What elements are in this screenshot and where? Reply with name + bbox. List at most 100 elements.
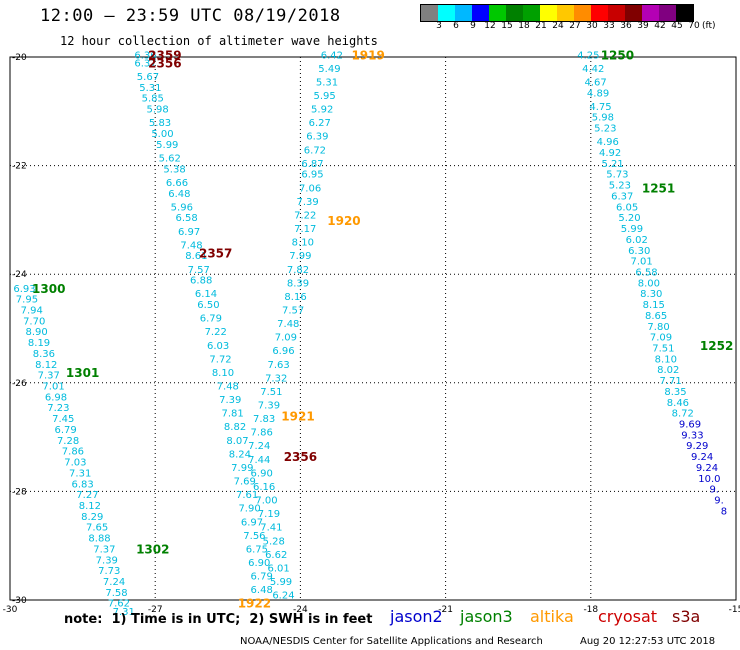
longitude-tick-label: -21 [438,605,453,615]
wave-height-value: 4.25 [577,50,599,61]
satellite-legend-jason3: jason3 [460,607,513,626]
wave-height-value: 8 [721,506,727,517]
longitude-tick-label: -24 [293,605,308,615]
wave-height-value: 9. [709,485,719,496]
wave-height-value: 5.98 [592,113,614,124]
latitude-tick-label: -22 [12,162,27,172]
wave-height-value: 6.03 [207,341,229,352]
color-scale-cell [523,5,540,21]
color-scale-label: 15 [501,21,513,31]
wave-height-value: 5.28 [263,536,285,547]
wave-height-value: 5.23 [594,124,616,135]
wave-height-value: 7.51 [652,344,674,355]
wave-height-value: 6.97 [241,517,263,528]
wave-height-value: 5.62 [159,153,181,164]
wave-height-value: 7.90 [238,504,260,515]
wave-height-value: 7.24 [103,577,125,588]
wave-height-value: 8.02 [657,365,679,376]
latitude-tick-label: -26 [12,379,27,389]
color-scale-cell [557,5,574,21]
wave-height-value: 7.17 [294,224,316,235]
wave-height-value: 7.99 [289,251,311,262]
wave-height-value: 6.79 [200,314,222,325]
wave-height-value: 8.12 [79,501,101,512]
wave-height-value: 5.23 [609,181,631,192]
wave-height-value: 8.10 [212,368,234,379]
color-scale-label: 27 [569,21,581,31]
wave-height-value: 7.48 [180,240,202,251]
wave-height-value: 7.39 [219,395,241,406]
pass-time-label: 1250 [601,48,634,62]
wave-height-value: 7.62 [108,599,130,610]
wave-height-value: 8.46 [667,398,689,409]
wave-height-value: 6.88 [190,276,212,287]
wave-height-value: 7.56 [243,531,265,542]
color-scale-cell [659,5,676,21]
wave-height-value: 8.36 [33,349,55,360]
wave-height-value: 8.61 [185,251,207,262]
wave-height-value: 5.31 [139,83,161,94]
color-scale-cell [642,5,659,21]
wave-height-value: 8.12 [35,360,57,371]
wave-height-value: 6.98 [45,392,67,403]
footer-timestamp: Aug 20 12:27:53 UTC 2018 [580,636,716,647]
wave-height-value: 5.67 [137,72,159,83]
wave-height-value: 6.02 [626,235,648,246]
page-subtitle: 12 hour collection of altimeter wave hei… [60,34,378,48]
longitude-tick-label: -30 [3,605,18,615]
wave-height-value: 7.80 [647,322,669,333]
wave-height-value: 6.75 [246,544,268,555]
wave-height-value: 8.82 [224,422,246,433]
color-scale-cell [625,5,642,21]
pass-time-label: 2356 [148,56,181,70]
wave-height-value: 7.37 [38,371,60,382]
pass-time-label: 1302 [136,542,169,556]
color-scale-label: 12 [484,21,496,31]
latitude-tick-label: -28 [12,487,27,497]
wave-height-value: 5.96 [171,202,193,213]
wave-height-value: 6.14 [195,289,217,300]
color-scale-label: 39 [637,21,649,31]
wave-height-value: 7.63 [267,360,289,371]
wave-height-value: 7.23 [47,403,69,414]
wave-height-value: 5.31 [316,77,338,88]
wave-height-value: 5.83 [149,118,171,129]
latitude-tick-label: -20 [12,53,27,63]
wave-height-value: 7.69 [234,477,256,488]
wave-height-value: 6.90 [251,468,273,479]
wave-height-value: 7.28 [57,436,79,447]
wave-height-value: 5.38 [163,164,185,175]
wave-height-value: 7.37 [93,544,115,555]
wave-height-value: 6.01 [267,563,289,574]
color-scale-cell [489,5,506,21]
wave-height-value: 4.67 [585,77,607,88]
footer-note: note: 1) Time is in UTC; 2) SWH is in fe… [64,612,373,627]
wave-height-value: 6.16 [253,482,275,493]
pass-time-label: 1919 [351,48,384,62]
wave-height-value: 7.82 [287,265,309,276]
wave-height-value: 8.19 [28,338,50,349]
wave-height-value: 8.29 [81,512,103,523]
wave-height-value: 5.49 [318,64,340,75]
wave-height-value: 4.96 [597,137,619,148]
wave-height-value: 6.50 [197,300,219,311]
color-scale-label: 3 [436,21,442,31]
wave-height-value: 7.01 [630,257,652,268]
wave-height-value: 6.48 [251,585,273,596]
wave-height-value: 8.72 [672,409,694,420]
wave-height-value: 7.22 [205,327,227,338]
color-scale-cell [608,5,625,21]
wave-height-value: 5.21 [601,159,623,170]
color-scale-cell [438,5,455,21]
wave-height-value: 6.95 [301,170,323,181]
wave-height-value: 7.71 [660,376,682,387]
wave-height-value: 4.89 [587,88,609,99]
wave-height-value: 6.48 [168,189,190,200]
wave-height-value: 5.98 [146,105,168,116]
wave-height-value: 7.48 [217,382,239,393]
wave-height-value: 7.31 [113,607,135,618]
wave-height-value: 8.35 [664,387,686,398]
wave-height-value: 4.92 [599,148,621,159]
wave-height-value: 8.00 [638,278,660,289]
wave-height-value: 10.0 [698,474,720,485]
